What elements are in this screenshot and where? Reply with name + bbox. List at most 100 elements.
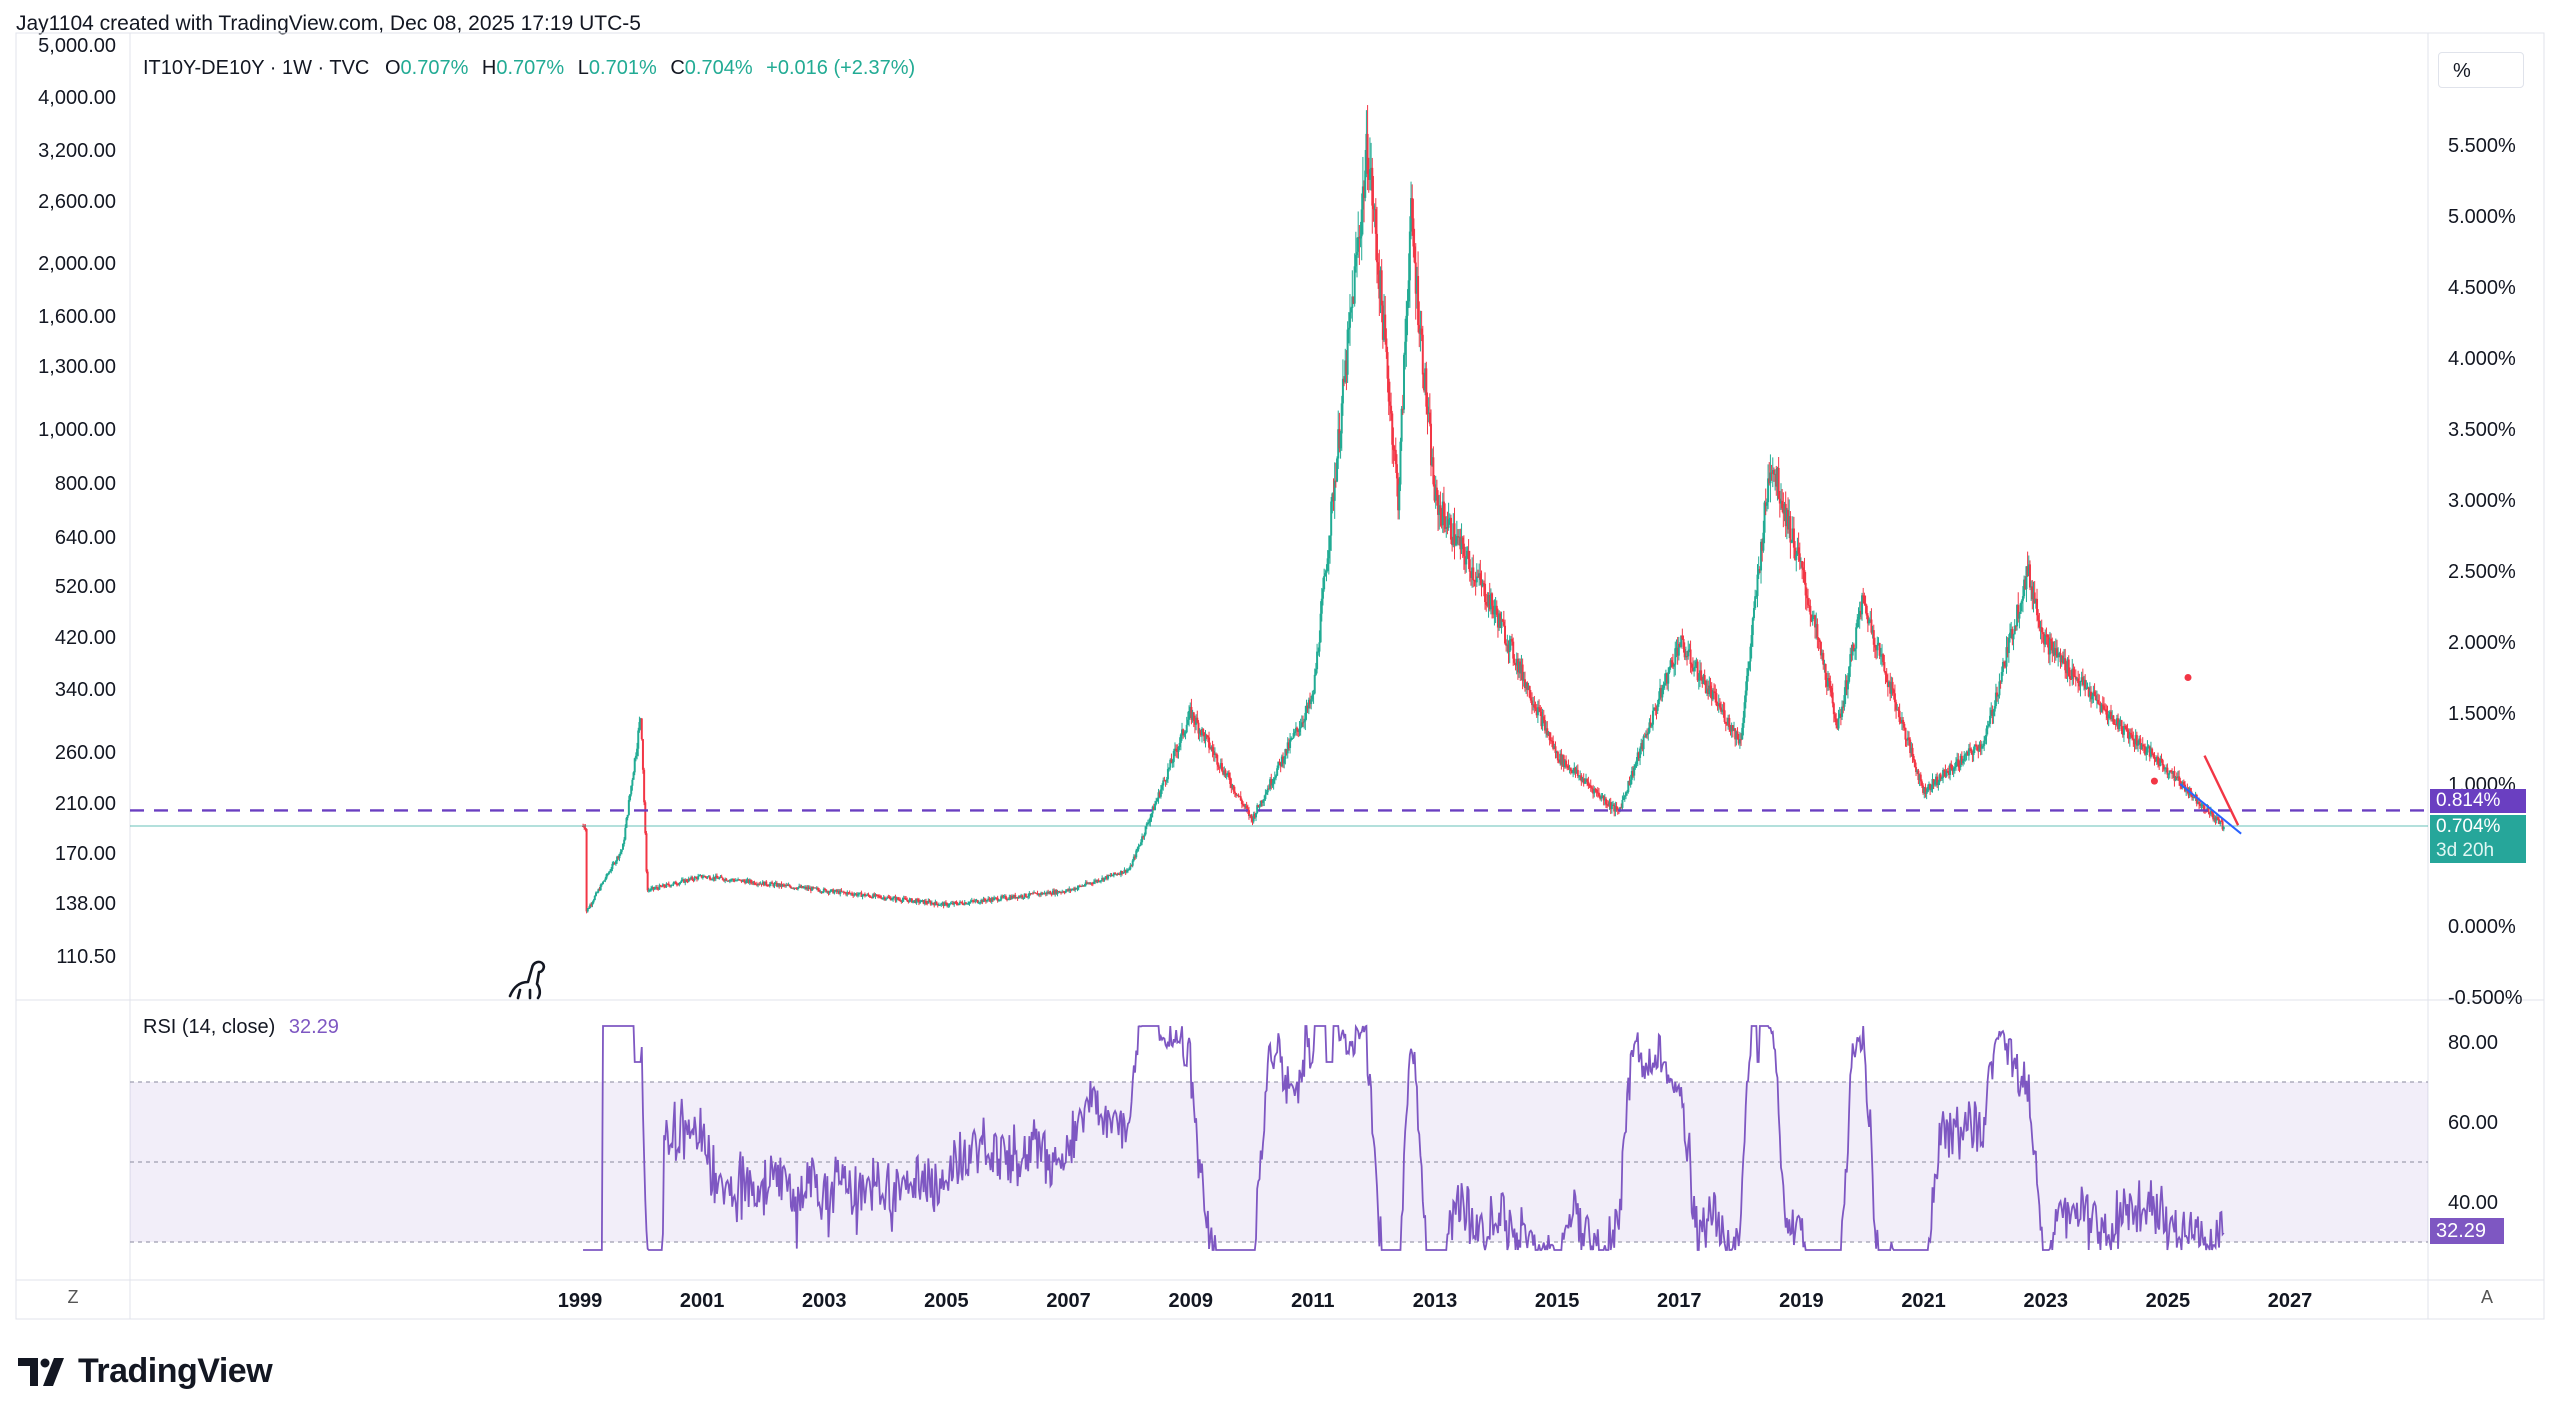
tradingview-logo[interactable]: TradingView (18, 1352, 273, 1391)
candle-body (1082, 885, 1085, 887)
candle-body (760, 883, 763, 885)
candle-body (2151, 748, 2154, 754)
candle-body (849, 893, 852, 895)
candle-body (2214, 817, 2217, 821)
rsi-label[interactable]: RSI (14, close) (143, 1016, 276, 1038)
candle-body (1348, 312, 1351, 328)
candle-body (1051, 890, 1054, 895)
candle-body (1109, 875, 1112, 877)
candle-body (1723, 710, 1726, 722)
candle-body (2195, 794, 2198, 804)
axis-unit-selector[interactable]: % (2438, 52, 2524, 88)
candle-body (694, 877, 697, 879)
candle-body (915, 899, 918, 904)
candle-body (1385, 338, 1388, 353)
candle-body (2176, 776, 2179, 778)
candle-body (936, 903, 939, 906)
candle-body (752, 881, 755, 884)
candle-body (1632, 771, 1635, 776)
candle-body (1978, 744, 1981, 752)
candle-body (1181, 729, 1184, 735)
time-tick-label: 1999 (558, 1290, 603, 1312)
candle-body (2178, 776, 2181, 781)
candle-body (815, 888, 818, 890)
candle-body (1433, 484, 1436, 501)
candle-body (1099, 880, 1102, 882)
candle-body (1316, 651, 1319, 670)
candle-body (1326, 558, 1329, 571)
candle-body (1509, 638, 1512, 640)
candle-body (2156, 756, 2159, 764)
candle-body (883, 897, 886, 900)
candle-body (678, 882, 681, 885)
candle-body (1563, 760, 1566, 767)
candle-body (786, 885, 789, 887)
auto-scale-button[interactable]: A (2470, 1280, 2504, 1314)
candle-body (831, 889, 834, 891)
candle-body (1560, 753, 1563, 765)
candle-body (692, 879, 695, 881)
candle-body (930, 902, 933, 905)
candle-body (882, 897, 885, 899)
candle-body (2179, 780, 2182, 786)
candle-body (1111, 875, 1114, 877)
candle-body (2118, 722, 2121, 730)
candle-body (1636, 752, 1639, 761)
candle-body (1407, 280, 1410, 302)
candle-body (1265, 792, 1268, 795)
candle-body (1953, 767, 1956, 769)
candle-body (1280, 756, 1283, 767)
candle-body (1468, 559, 1471, 572)
candle-body (1733, 728, 1736, 731)
candle-body (1388, 401, 1391, 406)
candle-body (1607, 804, 1610, 806)
candle-body (2141, 744, 2144, 746)
zoom-reset-button[interactable]: Z (56, 1280, 90, 1314)
candle-body (1554, 746, 1557, 754)
candle-body (2061, 655, 2064, 664)
candle-body (2192, 796, 2195, 798)
red-trend-line (2203, 755, 2240, 826)
candle-body (1481, 583, 1484, 587)
candle-body (1259, 800, 1262, 807)
rsi-tick-label: 80.00 (2448, 1032, 2498, 1054)
candle-body (761, 881, 764, 885)
candle-body (2074, 676, 2077, 680)
candle-body (1264, 794, 1267, 800)
candle-body (2011, 629, 2014, 640)
candle-body (764, 881, 767, 886)
candle-body (1546, 728, 1549, 736)
candle-body (1938, 774, 1941, 783)
candle-body (990, 898, 993, 902)
candle-body (1772, 470, 1775, 475)
candle-body (1151, 806, 1154, 814)
candle-body (1078, 885, 1081, 887)
candle-body (1917, 770, 1920, 781)
candle-body (2027, 564, 2030, 576)
right-tick-label: 5.500% (2448, 135, 2516, 157)
candle-body (2077, 678, 2080, 684)
candle-body (2091, 696, 2094, 700)
candle-body (804, 887, 807, 889)
candle-body (731, 879, 734, 881)
candle-body (838, 890, 841, 894)
candle-body (1358, 236, 1361, 239)
candle-body (1902, 719, 1905, 724)
candle-body (1832, 703, 1835, 715)
candle-body (1156, 798, 1159, 802)
symbol-label[interactable]: IT10Y-DE10Y · 1W · TVC (143, 57, 370, 79)
candle-body (1088, 883, 1091, 885)
candle-body (1146, 823, 1149, 825)
candle-body (975, 900, 978, 902)
candle-body (769, 882, 772, 884)
candle-body (1651, 710, 1654, 725)
left-tick-label: 640.00 (55, 527, 116, 549)
candle-body (1605, 798, 1607, 805)
candle-body (1360, 209, 1363, 237)
candle-body (713, 876, 716, 880)
candle-body (979, 902, 982, 904)
candle-body (1434, 487, 1437, 501)
candle-body (813, 887, 816, 889)
candle-body (1182, 729, 1185, 736)
candle-body (1566, 765, 1569, 767)
